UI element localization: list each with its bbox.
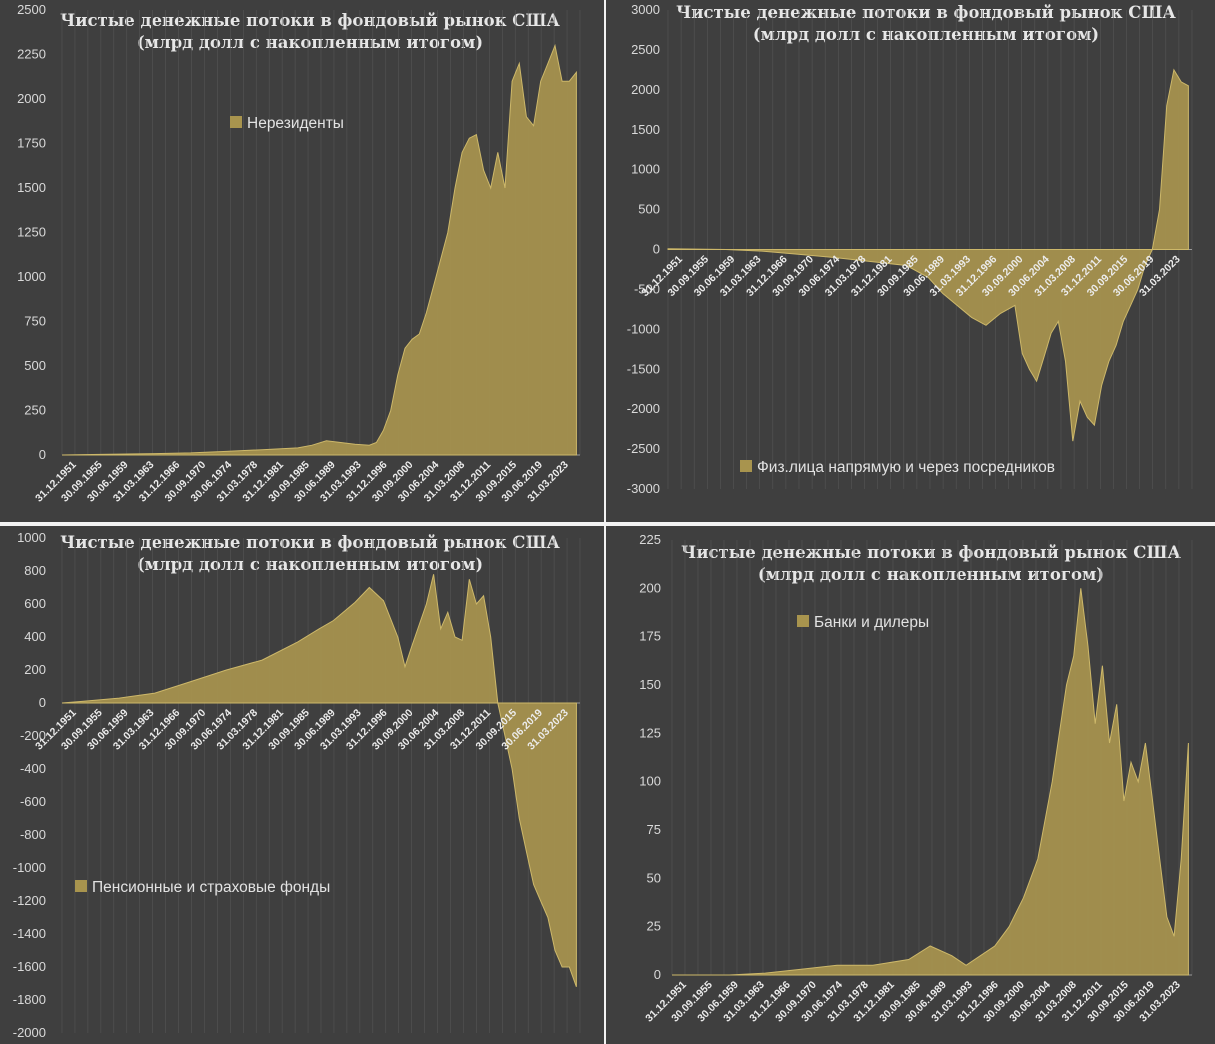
chart-title-line-1: Чистые денежные потоки в фондовый рынок … xyxy=(681,543,1181,562)
area-series xyxy=(672,588,1189,976)
chart-svg: Чистые денежные потоки в фондовый рынок … xyxy=(627,2,1193,496)
y-tick-label: 2500 xyxy=(631,42,660,57)
y-tick-label: 1250 xyxy=(17,225,46,240)
legend-swatch xyxy=(230,116,242,128)
chart-title-line-1: Чистые денежные потоки в фондовый рынок … xyxy=(60,11,560,30)
y-tick-label: -1000 xyxy=(13,860,46,875)
y-tick-label: 125 xyxy=(639,725,661,740)
y-tick-label: 0 xyxy=(39,695,46,710)
chart-panel-pension-funds: Чистые денежные потоки в фондовый рынок … xyxy=(0,526,604,1044)
legend: Банки и дилеры xyxy=(797,614,929,631)
y-tick-label: 1000 xyxy=(631,162,660,177)
y-tick-label: 1500 xyxy=(17,180,46,195)
y-tick-label: -500 xyxy=(634,281,660,296)
y-tick-label: -1200 xyxy=(13,893,46,908)
y-tick-label: 75 xyxy=(647,822,661,837)
chart-title-line-2: (млрд долл с накопленным итогом) xyxy=(758,565,1104,584)
legend-label: Банки и дилеры xyxy=(814,614,929,631)
area-series xyxy=(61,574,577,987)
plot-area: -2000-1800-1600-1400-1200-1000-800-600-4… xyxy=(13,530,581,1040)
y-tick-label: -800 xyxy=(20,827,46,842)
chart-panel-individuals: Чистые денежные потоки в фондовый рынок … xyxy=(606,0,1215,522)
y-tick-label: -2500 xyxy=(627,441,660,456)
y-tick-label: 500 xyxy=(24,358,46,373)
chart-title-line-2: (млрд долл с накопленным итогом) xyxy=(137,33,483,52)
y-tick-label: 2250 xyxy=(17,47,46,62)
chart-title-line-2: (млрд долл с накопленным итогом) xyxy=(137,555,483,574)
area-series xyxy=(667,68,1189,442)
plot-area: -3000 -2500 -2000 -1500 -1000 -500 0 500 1000 150… xyxy=(627,2,1193,496)
y-tick-label: 0 xyxy=(653,242,660,257)
legend-label: Нерезиденты xyxy=(247,115,344,132)
y-tick-label: 250 xyxy=(24,403,46,418)
y-tick-label: -400 xyxy=(20,761,46,776)
y-tick-label: 400 xyxy=(24,629,46,644)
y-tick-label: 1750 xyxy=(17,136,46,151)
y-tick-label: -1600 xyxy=(13,959,46,974)
legend: Нерезиденты xyxy=(230,115,344,132)
y-tick-label: 1000 xyxy=(17,530,46,545)
chart-title-line-1: Чистые денежные потоки в фондовый рынок … xyxy=(676,3,1176,22)
legend-swatch xyxy=(75,880,87,892)
y-tick-label: 600 xyxy=(24,596,46,611)
y-tick-label: 2000 xyxy=(17,91,46,106)
y-tick-label: 2000 xyxy=(631,82,660,97)
y-tick-label: 150 xyxy=(639,677,661,692)
y-tick-label: 800 xyxy=(24,563,46,578)
y-tick-label: -1500 xyxy=(627,361,660,376)
chart-panel-banks-dealers: Чистые денежные потоки в фондовый рынок … xyxy=(606,526,1215,1044)
y-tick-label: 0 xyxy=(654,967,661,982)
plot-area: 0250500750100012501500175020002250250031… xyxy=(17,2,581,505)
legend-swatch xyxy=(740,460,752,472)
chart-title-line-2: (млрд долл с накопленным итогом) xyxy=(753,25,1099,44)
chart-title-line-1: Чистые денежные потоки в фондовый рынок … xyxy=(60,533,560,552)
chart-svg: Чистые денежные потоки в фондовый рынок … xyxy=(17,2,581,505)
legend-label: Пенсионные и страховые фонды xyxy=(92,879,330,896)
chart-panel-nonresidents: Чистые денежные потоки в фондовый рынок … xyxy=(0,0,604,522)
y-tick-label: 500 xyxy=(638,202,660,217)
y-tick-label: 1000 xyxy=(17,269,46,284)
y-tick-label: 225 xyxy=(639,532,661,547)
y-tick-label: -3000 xyxy=(627,481,660,496)
legend-label: Физ.лица напрямую и через посредников xyxy=(757,459,1055,476)
legend: Пенсионные и страховые фонды xyxy=(75,879,330,896)
chart-svg: Чистые денежные потоки в фондовый рынок … xyxy=(639,532,1193,1025)
legend-swatch xyxy=(797,615,809,627)
y-tick-label: 200 xyxy=(639,580,661,595)
y-tick-label: -1400 xyxy=(13,926,46,941)
y-tick-label: 175 xyxy=(639,629,661,644)
y-tick-label: -1000 xyxy=(627,321,660,336)
y-tick-label: 3000 xyxy=(631,2,660,17)
chart-svg: Чистые денежные потоки в фондовый рынок … xyxy=(13,530,581,1040)
y-tick-label: -2000 xyxy=(13,1025,46,1040)
y-tick-label: 1500 xyxy=(631,122,660,137)
y-tick-label: 25 xyxy=(647,919,661,934)
y-tick-label: 100 xyxy=(639,774,661,789)
y-tick-label: -200 xyxy=(20,728,46,743)
y-tick-label: -600 xyxy=(20,794,46,809)
y-tick-label: 0 xyxy=(39,447,46,462)
y-tick-label: 50 xyxy=(647,870,661,885)
area-series xyxy=(61,43,577,456)
y-tick-label: 750 xyxy=(24,314,46,329)
y-tick-label: -2000 xyxy=(627,401,660,416)
y-tick-label: 200 xyxy=(24,662,46,677)
legend: Физ.лица напрямую и через посредников xyxy=(740,459,1055,476)
y-tick-label: 2500 xyxy=(17,2,46,17)
y-tick-label: -1800 xyxy=(13,992,46,1007)
plot-area: 025507510012515017520022531.12.195130.09… xyxy=(639,532,1193,1025)
